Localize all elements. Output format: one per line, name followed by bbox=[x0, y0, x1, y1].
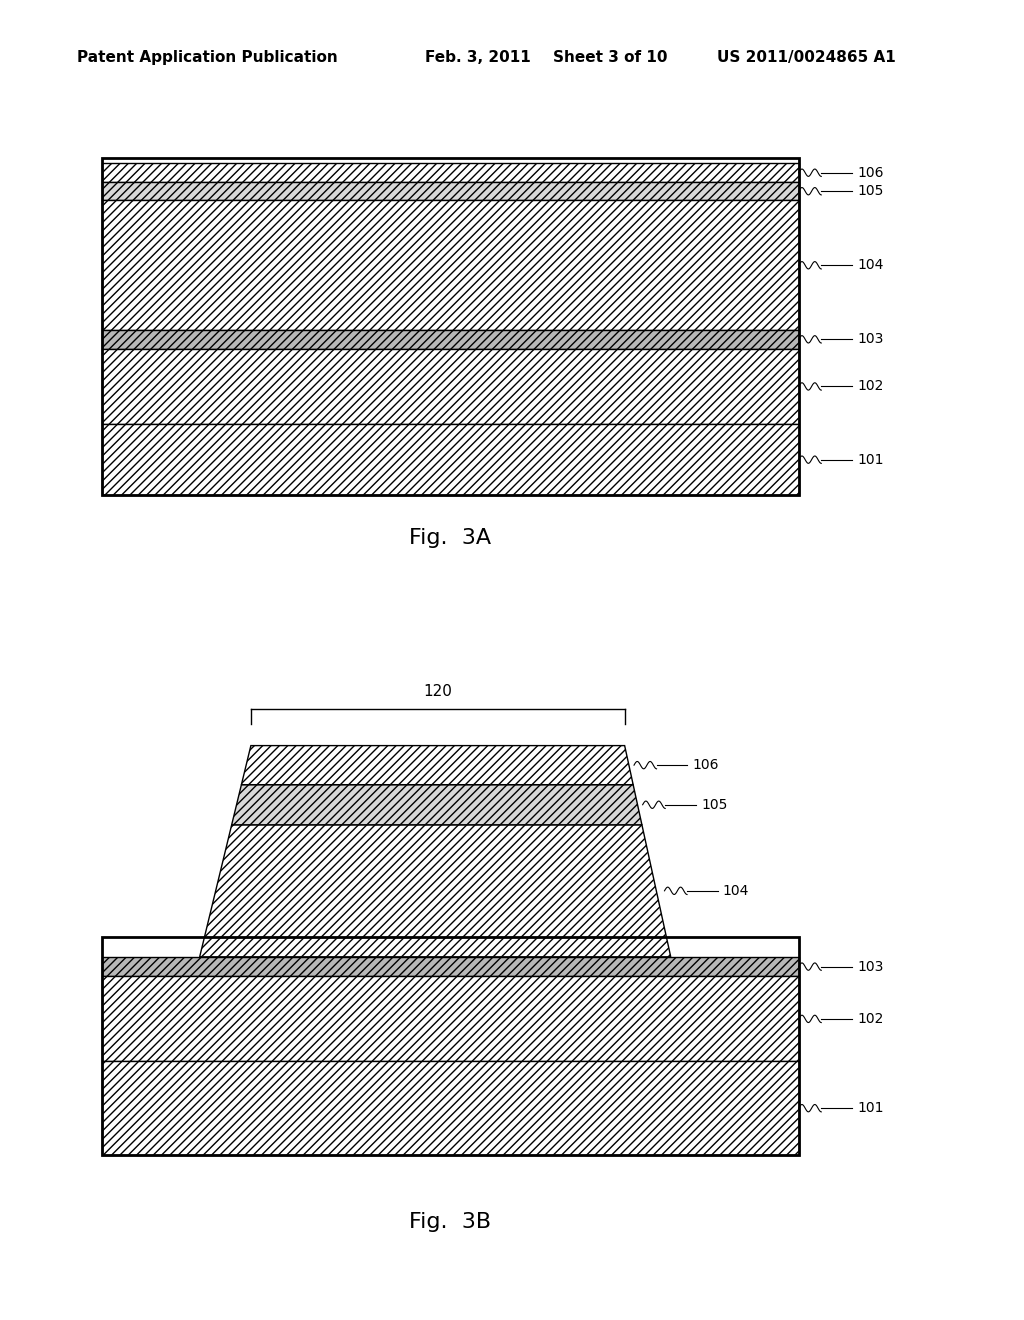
Text: 104: 104 bbox=[857, 259, 884, 272]
Polygon shape bbox=[242, 746, 633, 784]
Text: 106: 106 bbox=[692, 758, 719, 772]
Bar bbox=[102, 1061, 799, 1155]
Text: 102: 102 bbox=[857, 379, 884, 393]
Text: 106: 106 bbox=[857, 166, 884, 180]
Text: 105: 105 bbox=[701, 797, 727, 812]
Polygon shape bbox=[200, 825, 671, 957]
Text: Feb. 3, 2011: Feb. 3, 2011 bbox=[425, 50, 530, 65]
Text: 101: 101 bbox=[857, 453, 884, 467]
Text: Fig.  3B: Fig. 3B bbox=[410, 1212, 492, 1232]
Text: Fig.  3A: Fig. 3A bbox=[410, 528, 492, 548]
Bar bbox=[102, 957, 799, 977]
Text: 104: 104 bbox=[723, 884, 750, 898]
Bar bbox=[102, 201, 799, 330]
Text: 101: 101 bbox=[857, 1101, 884, 1115]
Bar bbox=[102, 424, 799, 495]
Bar bbox=[102, 348, 799, 424]
Bar bbox=[102, 330, 799, 348]
Text: 103: 103 bbox=[857, 333, 884, 346]
Bar bbox=[102, 937, 799, 1155]
Text: US 2011/0024865 A1: US 2011/0024865 A1 bbox=[717, 50, 896, 65]
Bar bbox=[102, 158, 799, 495]
Text: 120: 120 bbox=[423, 684, 453, 700]
Text: Patent Application Publication: Patent Application Publication bbox=[77, 50, 338, 65]
Text: 103: 103 bbox=[857, 960, 884, 974]
Bar bbox=[102, 977, 799, 1061]
Text: 102: 102 bbox=[857, 1012, 884, 1026]
Bar bbox=[102, 182, 799, 201]
Polygon shape bbox=[231, 784, 642, 825]
Text: Sheet 3 of 10: Sheet 3 of 10 bbox=[553, 50, 668, 65]
Text: 105: 105 bbox=[857, 185, 884, 198]
Bar bbox=[102, 164, 799, 182]
